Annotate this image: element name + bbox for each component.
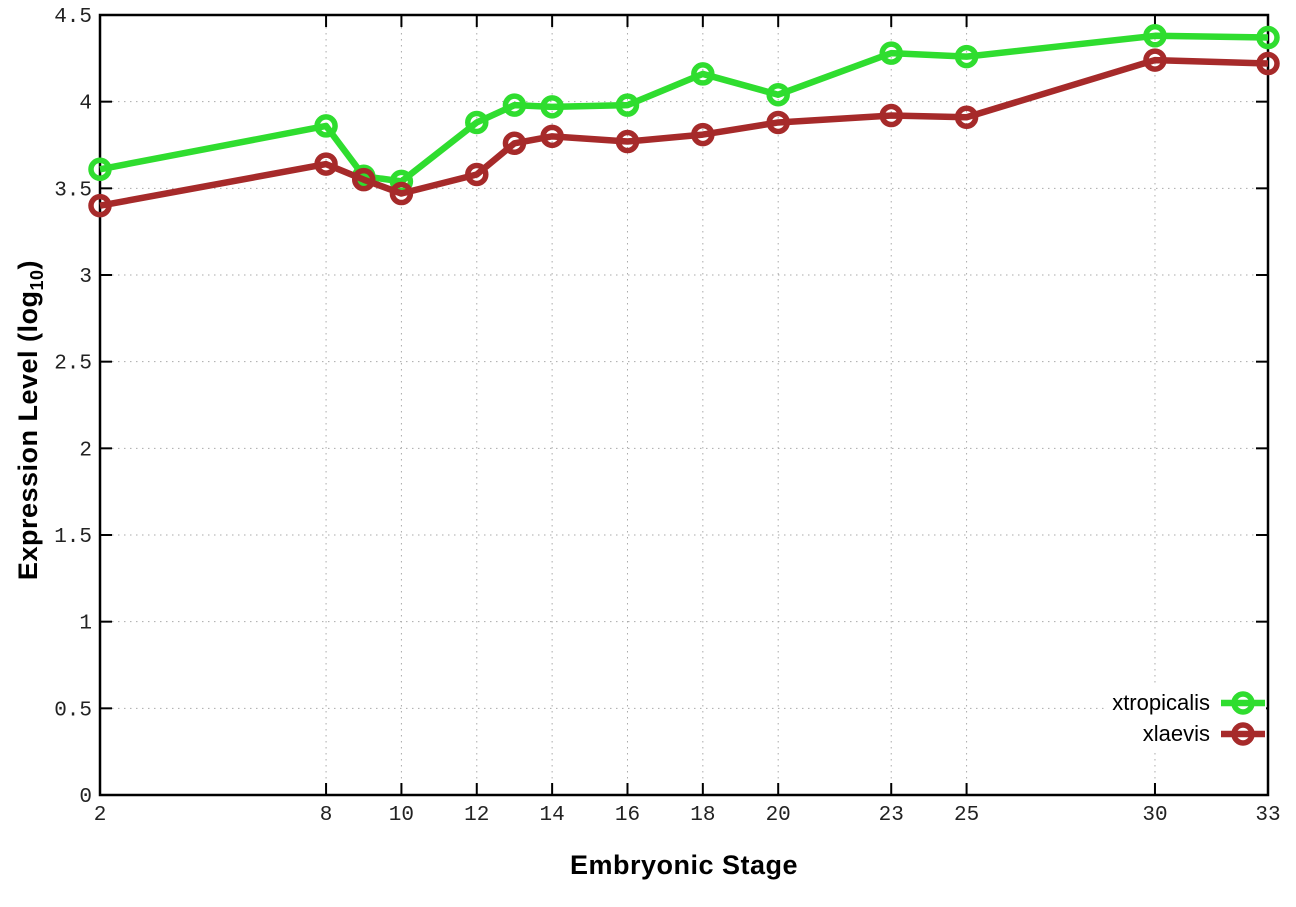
data-point-xtropicalis-20	[766, 82, 790, 107]
data-point-xlaevis-12	[465, 162, 489, 187]
x-tick-label-23: 23	[879, 804, 904, 827]
data-point-xtropicalis-25	[954, 44, 979, 69]
data-point-xlaevis-25	[954, 105, 979, 130]
y-tick-label-1: 1	[79, 613, 92, 636]
data-point-xtropicalis-23	[879, 41, 903, 65]
x-axis-title: Embryonic Stage	[569, 850, 799, 880]
data-point-xlaevis-23	[879, 103, 903, 128]
y-axis-title-suffix: )	[13, 259, 43, 270]
data-point-xtropicalis-14	[540, 95, 564, 119]
legend-item-xtropicalis: xtropicalis	[1112, 687, 1266, 718]
y-tick-label-3: 3	[79, 266, 92, 289]
x-tick-label-2: 2	[94, 804, 107, 827]
data-point-xlaevis-30	[1143, 48, 1167, 72]
data-point-xlaevis-16	[615, 129, 640, 154]
x-tick-label-20: 20	[766, 804, 791, 827]
legend-label-xlaevis: xlaevis	[1142, 720, 1210, 746]
y-axis-title-subscript: 10	[27, 269, 47, 291]
legend-marker-xlaevis	[1221, 721, 1265, 746]
data-point-xlaevis-9	[351, 167, 376, 192]
data-point-xlaevis-20	[766, 110, 790, 135]
data-point-xtropicalis-2	[88, 157, 112, 182]
data-point-xlaevis-14	[540, 124, 564, 149]
y-tick-label-2.5: 2.5	[54, 353, 92, 376]
x-tick-label-10: 10	[389, 804, 414, 827]
y-tick-label-3.5: 3.5	[54, 179, 92, 202]
y-tick-label-4: 4	[79, 93, 92, 116]
series-line-xtropicalis	[99, 32, 1269, 185]
data-point-xtropicalis-16	[615, 93, 640, 117]
y-tick-label-2: 2	[79, 439, 92, 462]
x-tick-label-33: 33	[1255, 804, 1280, 827]
x-tick-label-14: 14	[540, 804, 565, 827]
x-tick-label-16: 16	[615, 804, 640, 827]
x-tick-label-8: 8	[320, 804, 333, 827]
y-tick-label-1.5: 1.5	[54, 526, 92, 549]
legend: xtropicalis xlaevis	[1104, 687, 1266, 749]
data-point-xlaevis-10	[389, 181, 414, 206]
y-tick-label-0: 0	[79, 786, 92, 809]
y-axis-title: Expression Level (log10)	[11, 20, 47, 820]
data-point-xtropicalis-8	[314, 114, 338, 138]
x-tick-label-30: 30	[1142, 804, 1167, 827]
data-point-xtropicalis-12	[465, 110, 489, 135]
x-tick-label-25: 25	[954, 804, 979, 827]
data-point-xlaevis-33	[1256, 51, 1280, 76]
data-point-xtropicalis-30	[1143, 24, 1167, 48]
data-point-xlaevis-8	[314, 152, 338, 176]
data-point-xlaevis-2	[88, 193, 112, 218]
y-tick-label-0.5: 0.5	[54, 699, 92, 722]
data-point-xlaevis-18	[691, 122, 715, 147]
data-point-xtropicalis-13	[502, 93, 527, 117]
data-point-xlaevis-13	[502, 131, 527, 156]
x-tick-label-18: 18	[690, 804, 715, 827]
x-tick-label-12: 12	[464, 804, 489, 827]
y-axis-title-text: Expression Level (log	[13, 290, 43, 581]
legend-label-xtropicalis: xtropicalis	[1112, 689, 1210, 715]
data-point-xtropicalis-18	[691, 62, 715, 86]
plot-border	[98, 13, 1270, 797]
legend-item-xlaevis: xlaevis	[1143, 718, 1266, 749]
legend-marker-xtropicalis	[1221, 690, 1265, 715]
data-point-xtropicalis-33	[1256, 25, 1280, 50]
y-tick-label-4.5: 4.5	[54, 6, 92, 29]
